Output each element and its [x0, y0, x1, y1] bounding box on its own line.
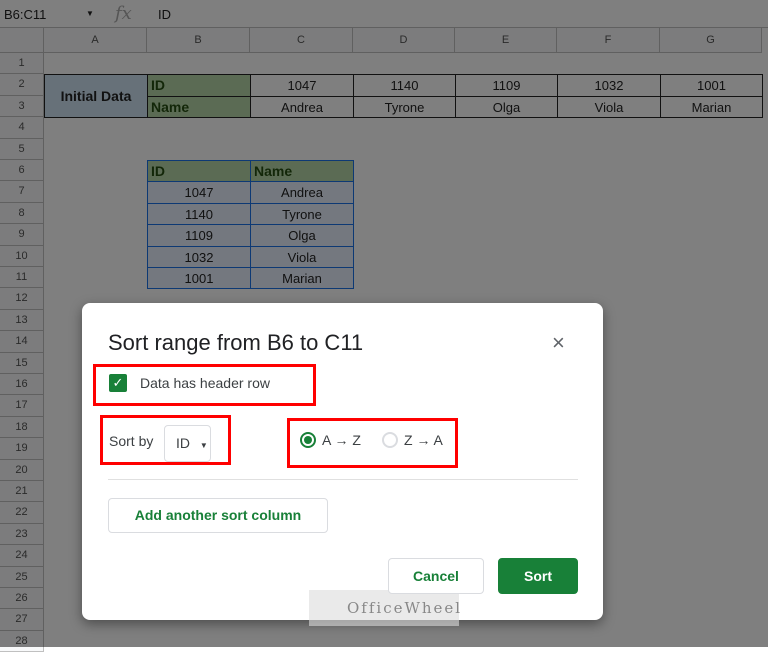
highlight-box	[287, 418, 458, 468]
watermark-logo: OfficeWheel	[309, 590, 460, 626]
close-icon[interactable]: ×	[552, 330, 565, 355]
sort-button[interactable]: Sort	[498, 558, 578, 594]
highlight-box	[93, 364, 316, 406]
radio-a-to-z[interactable]	[300, 432, 316, 448]
header-row-label: Data has header row	[140, 375, 270, 391]
sort-by-select[interactable]: ID ▼	[164, 425, 211, 462]
dropdown-arrow-icon: ▼	[199, 441, 208, 450]
header-row-checkbox[interactable]: ✓	[109, 374, 127, 392]
highlight-box	[100, 415, 231, 465]
radio-z-to-a[interactable]	[382, 432, 398, 448]
sort-by-label: Sort by	[109, 433, 154, 449]
add-sort-column-button[interactable]: Add another sort column	[108, 498, 328, 533]
radio-a-to-z-label: A → Z	[322, 432, 361, 448]
cancel-button[interactable]: Cancel	[388, 558, 484, 594]
sort-by-value: ID	[176, 435, 190, 451]
sort-range-dialog: Sort range from B6 to C11 × ✓ Data has h…	[82, 303, 603, 626]
radio-z-to-a-label: Z → A	[404, 432, 443, 448]
dialog-title: Sort range from B6 to C11	[108, 330, 364, 355]
divider	[108, 479, 578, 480]
